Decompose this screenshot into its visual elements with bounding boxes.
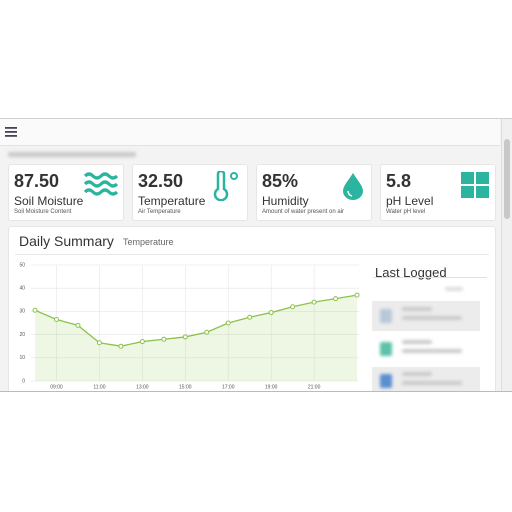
point [225,320,231,326]
point [118,343,124,349]
card-subtitle: Soil Moisture Content [14,209,72,215]
top-bar [0,119,500,146]
status-text [8,152,136,157]
controls [445,287,463,291]
point [268,310,274,316]
y-tick-label: 20 [19,332,25,338]
card-title: Temperature [138,194,206,208]
card-title: Humidity [262,194,309,208]
x-tick-label: 21:00 [308,384,321,390]
card-title: Soil Moisture [14,194,84,208]
point [247,314,253,320]
x-tick-label: 17:00 [222,384,235,390]
y-tick-label: 40 [19,286,25,292]
x-tick-label: 11:00 [93,384,105,390]
line [34,294,358,347]
waves-icon [84,172,118,196]
point [182,334,188,340]
thermometer-icon [213,171,238,201]
menu-icon[interactable] [5,126,19,138]
card-value: 85% [262,171,299,191]
x-tick-label: 13:00 [136,384,149,390]
x-tick-label: 19:00 [265,384,278,390]
drop-icon [343,173,363,200]
divider [15,254,489,255]
point [96,340,102,346]
point [333,296,339,302]
summary-panel: Daily Summary Temperature Last Logged 0 1… [8,226,496,391]
card: 87.50 Soil Moisture Soil Moisture Conten… [8,164,124,221]
log-item[interactable] [372,367,480,391]
chart: 0 10 20 30 40 50 09:00 11:00 13:00 15:00 17:00 19:0… [19,262,360,390]
card: 5.8 pH Level Water pH level [380,164,496,221]
panel-subtitle: Temperature [123,237,174,247]
y-tick-label: 30 [19,309,25,315]
log-item[interactable] [372,301,480,331]
x-tick-label: 15:00 [179,384,192,390]
y-tick-label: 10 [19,355,25,361]
card: 85% Humidity Amount of water present on … [256,164,372,221]
divider [373,277,487,278]
x-tick-label: 09:00 [50,384,63,390]
side-title: Last Logged [375,265,447,280]
point [53,317,59,323]
card-value: 5.8 [386,171,412,191]
card-title: pH Level [386,194,434,208]
y-tick-label: 50 [19,262,25,268]
point [139,339,145,345]
point [204,329,210,335]
point [311,299,317,305]
point [32,307,38,313]
card: 32.50 Temperature Air Temperature [132,164,248,221]
point [290,304,296,310]
card-subtitle: Water pH level [386,209,426,215]
point [354,292,360,298]
point [75,322,81,328]
app-window: 87.50 Soil Moisture Soil Moisture Conten… [0,118,512,392]
card-subtitle: Amount of water present on air [262,209,345,215]
scrollbar[interactable] [501,119,512,391]
grid-icon [461,172,489,198]
card-value: 32.50 [138,171,184,191]
card-subtitle: Air Temperature [138,209,181,215]
panel-title: Daily Summary [19,233,114,249]
point [161,336,167,342]
log-item[interactable] [372,335,480,363]
area [35,295,358,381]
card-value: 87.50 [14,171,60,191]
y-tick-label: 0 [22,378,25,384]
